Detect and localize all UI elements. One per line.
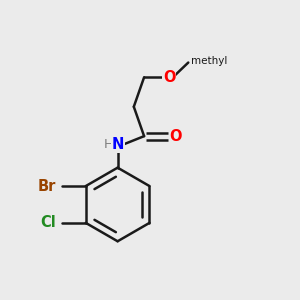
Text: O: O bbox=[163, 70, 175, 85]
Text: Br: Br bbox=[38, 178, 56, 194]
Text: N: N bbox=[111, 137, 124, 152]
Text: Cl: Cl bbox=[40, 215, 56, 230]
Text: O: O bbox=[169, 129, 182, 144]
Text: H: H bbox=[103, 139, 113, 152]
Text: methyl: methyl bbox=[190, 56, 227, 66]
